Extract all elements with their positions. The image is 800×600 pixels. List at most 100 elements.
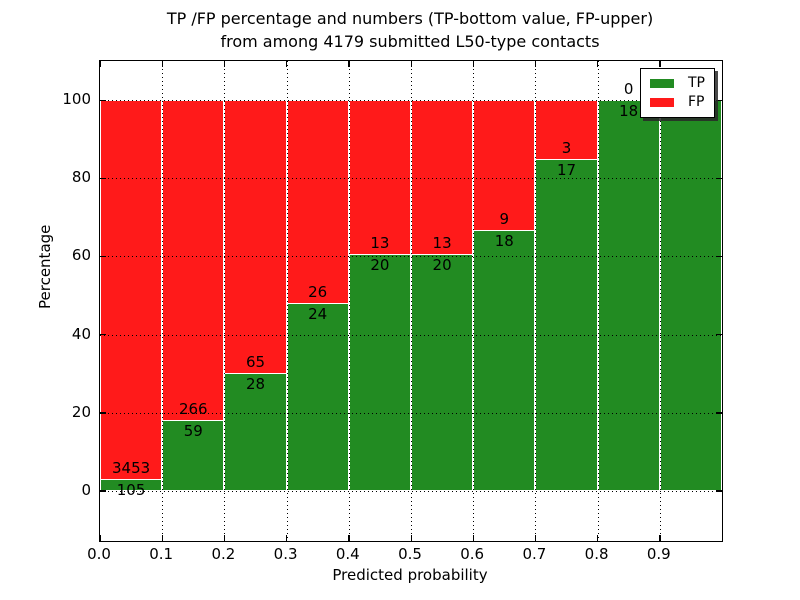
- bar-segment-fp: [162, 100, 225, 420]
- y-tickmark-left: [100, 255, 106, 258]
- bar-segment-fp: [224, 100, 287, 374]
- x-tickmark-top: [161, 61, 163, 67]
- chart-title: TP /FP percentage and numbers (TP-bottom…: [99, 7, 721, 53]
- bar-count-label-fp: 26: [308, 283, 328, 302]
- x-tick-label: 0.5: [398, 545, 422, 563]
- bar-count-label-tp: 105: [116, 481, 146, 500]
- x-tickmark-bottom: [161, 535, 163, 541]
- x-tickmark-top: [534, 61, 537, 67]
- x-tickmark-bottom: [99, 535, 101, 541]
- bar-segment-fp: [411, 100, 474, 255]
- bar-count-label-fp: 266: [178, 400, 208, 418]
- x-tickmark-bottom: [348, 535, 350, 541]
- y-tickmark-right: [716, 334, 722, 336]
- x-tickmark-top: [410, 61, 412, 67]
- x-tick-label: 0.7: [522, 545, 547, 563]
- y-tickmark-left: [100, 99, 106, 101]
- gridline-vertical: [348, 61, 350, 541]
- bar-segment-fp: [100, 100, 163, 480]
- gridline-vertical: [162, 61, 164, 541]
- y-tick-label: 60: [71, 246, 91, 265]
- x-tick-label: 0.9: [646, 545, 671, 563]
- bar-count-label-tp: 17: [556, 160, 577, 179]
- bar-segment-tp: [224, 373, 287, 491]
- x-tickmark-bottom: [659, 535, 661, 541]
- bar-segment-tp: [535, 158, 598, 491]
- legend: TP FP: [640, 68, 715, 118]
- x-tickmark-top: [597, 61, 599, 67]
- bar-count-label-fp: 3453: [112, 459, 151, 478]
- x-tickmark-bottom: [286, 535, 288, 541]
- y-tickmark-left: [100, 412, 106, 414]
- x-tick-label: 0.8: [584, 545, 609, 563]
- y-tick-label: 0: [81, 480, 91, 499]
- legend-entry: FP: [650, 93, 705, 112]
- gridline-vertical: [224, 61, 226, 541]
- bar-segment-fp: [286, 100, 349, 304]
- bar-count-label-fp: 9: [499, 210, 510, 229]
- y-tick-label: 40: [71, 324, 91, 343]
- plot-area: 345310526659652826241320132091831701822 …: [99, 60, 723, 542]
- y-tickmark-right: [716, 177, 722, 180]
- y-tickmark-right: [716, 99, 722, 101]
- bar-count-label-tp: 18: [494, 232, 514, 251]
- bar-segment-tp: [473, 230, 536, 491]
- x-tickmark-bottom: [597, 535, 599, 541]
- bar-segment-tp: [659, 100, 722, 491]
- bar-count-label-fp: 13: [370, 234, 390, 253]
- x-tickmark-bottom: [410, 535, 412, 541]
- chart-title-line1: TP /FP percentage and numbers (TP-bottom…: [166, 9, 654, 28]
- x-tick-label: 0.6: [460, 545, 485, 563]
- x-tickmark-top: [472, 61, 474, 67]
- legend-entry-label: FP: [688, 94, 705, 110]
- y-tick-label: 20: [71, 402, 91, 421]
- x-tickmark-top: [286, 61, 288, 67]
- x-tick-label: 0.0: [87, 545, 111, 563]
- y-tickmark-left: [100, 490, 106, 492]
- legend-entry-label: TP: [688, 75, 705, 91]
- bar-count-label-tp: 20: [370, 256, 390, 275]
- x-tickmark-bottom: [223, 535, 226, 541]
- y-tickmark-right: [716, 255, 722, 258]
- y-tick-label: 100: [62, 90, 91, 109]
- x-tickmark-top: [99, 61, 101, 67]
- bar-count-label-tp: 59: [183, 422, 203, 440]
- y-tickmark-left: [100, 177, 106, 180]
- gridline-vertical: [597, 61, 599, 541]
- bar-segment-tp: [348, 254, 411, 491]
- fp-legend-swatch: [650, 98, 674, 107]
- bar-segment-tp: [100, 479, 163, 491]
- x-tick-label: 0.1: [149, 545, 174, 563]
- chart-title-line2: from among 4179 submitted L50-type conta…: [220, 32, 600, 51]
- bar-count-label-fp: 13: [432, 234, 452, 253]
- y-tick-label: 80: [71, 168, 91, 187]
- bar-count-label-fp: 0: [623, 80, 634, 99]
- y-tickmark-right: [716, 490, 722, 492]
- gridline-vertical: [535, 61, 537, 541]
- bar-segment-tp: [286, 303, 349, 491]
- gridline-vertical: [286, 61, 288, 541]
- bar-count-label-tp: 28: [245, 375, 266, 394]
- gridline-vertical: [411, 61, 412, 541]
- bar-count-label-tp: 24: [308, 305, 328, 324]
- bar-segment-tp: [597, 100, 660, 491]
- bar-count-label-tp: 20: [432, 256, 452, 275]
- legend-entry: TP: [650, 74, 705, 93]
- x-tickmark-bottom: [534, 535, 537, 541]
- bar-count-label-fp: 3: [561, 138, 572, 157]
- bar-segment-tp: [411, 254, 474, 491]
- bar-segment-fp: [348, 100, 411, 255]
- gridline-vertical: [659, 61, 661, 541]
- x-tickmark-top: [659, 61, 661, 67]
- bar-count-label-tp: 18: [619, 102, 639, 121]
- bar-count-label-fp: 65: [245, 353, 266, 372]
- y-tickmark-left: [100, 334, 106, 336]
- x-tickmark-bottom: [472, 535, 474, 541]
- x-tick-label: 0.2: [211, 545, 236, 563]
- x-axis-label: Predicted probability: [332, 566, 488, 584]
- tp-legend-swatch: [650, 79, 674, 88]
- x-tick-label: 0.4: [335, 545, 360, 563]
- y-tickmark-right: [716, 412, 722, 414]
- x-tick-label: 0.3: [273, 545, 298, 563]
